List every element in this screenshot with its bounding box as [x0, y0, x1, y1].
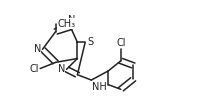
Text: Cl: Cl — [29, 64, 39, 73]
Text: N: N — [34, 44, 41, 54]
Text: S: S — [88, 37, 94, 47]
Text: N: N — [68, 15, 76, 25]
Text: NH: NH — [92, 82, 107, 92]
Text: N: N — [58, 64, 65, 74]
Text: Cl: Cl — [116, 38, 126, 48]
Text: CH₃: CH₃ — [57, 19, 75, 29]
